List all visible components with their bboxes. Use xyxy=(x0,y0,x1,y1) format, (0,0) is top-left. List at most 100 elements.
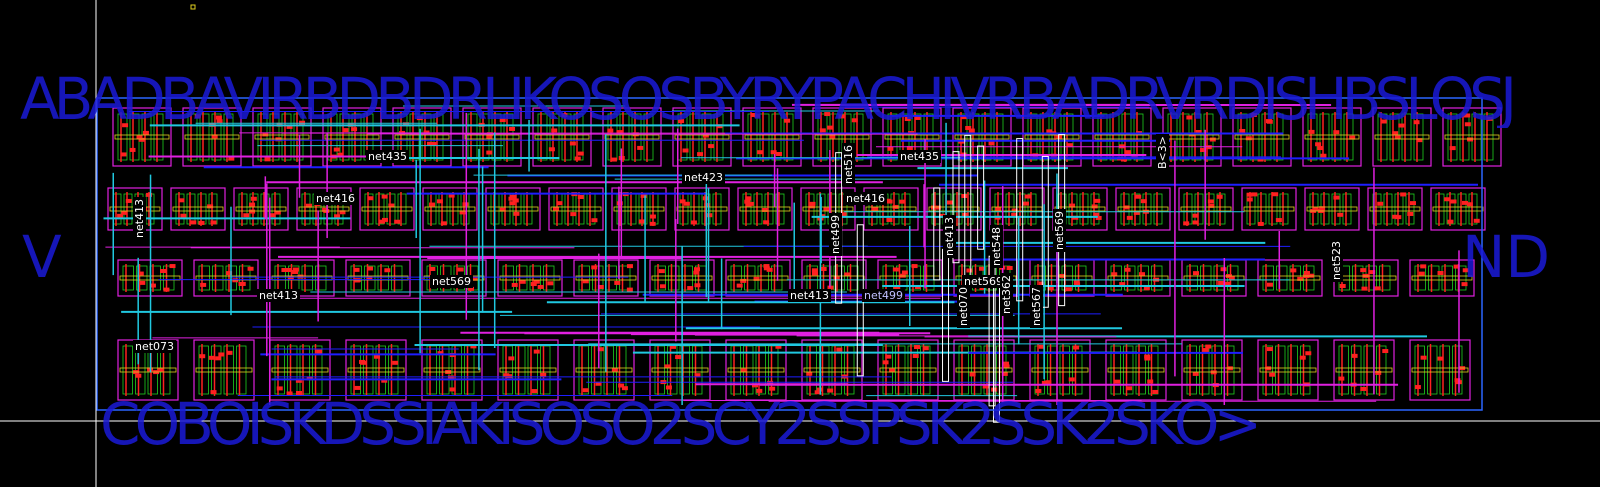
contact xyxy=(665,385,672,390)
contact xyxy=(1420,264,1427,269)
cell-outline xyxy=(1092,107,1152,167)
net-label-net435[interactable]: net435 xyxy=(366,150,410,163)
diffusion-rect xyxy=(271,193,281,225)
std-cell xyxy=(1105,259,1171,297)
contact xyxy=(687,286,694,291)
contact xyxy=(1447,219,1454,224)
contact xyxy=(117,213,124,218)
cell-outline xyxy=(877,339,939,401)
contact xyxy=(1319,206,1326,211)
contact xyxy=(1360,386,1367,391)
contact xyxy=(1246,192,1253,197)
cell-outline xyxy=(953,339,1015,401)
diffusion-rect xyxy=(1133,113,1144,161)
cell-outline xyxy=(497,339,559,401)
net-label-net548[interactable]: net548 xyxy=(990,224,1003,268)
contact xyxy=(137,271,144,276)
implant-rect xyxy=(865,206,917,212)
net-label-b3[interactable]: B<3> xyxy=(1156,134,1169,171)
contact xyxy=(511,282,518,287)
contact xyxy=(591,265,598,270)
diffusion-rect xyxy=(1191,113,1202,161)
contact xyxy=(429,266,436,271)
net-label-net413[interactable]: net413 xyxy=(133,196,146,240)
net-label-net413[interactable]: net413 xyxy=(943,214,956,258)
net-label-net435[interactable]: net435 xyxy=(898,150,942,163)
net-label-net569[interactable]: net569 xyxy=(430,275,474,288)
contact xyxy=(553,206,560,211)
diffusion-rect xyxy=(971,345,982,395)
contact xyxy=(509,194,516,199)
diffusion-rect xyxy=(1179,113,1190,161)
cell-outline xyxy=(322,107,382,167)
std-cell xyxy=(877,339,939,401)
contact xyxy=(1245,136,1252,141)
net-label-net423[interactable]: net423 xyxy=(682,171,726,184)
contact xyxy=(1315,142,1322,147)
contact xyxy=(1133,210,1140,215)
net-label-net567[interactable]: net567 xyxy=(1030,284,1043,328)
net-label-net070[interactable]: net070 xyxy=(957,284,970,328)
contact xyxy=(1333,130,1340,135)
contact xyxy=(499,207,506,212)
contact xyxy=(626,264,633,269)
contact xyxy=(1266,282,1273,287)
contact xyxy=(503,373,510,378)
contact xyxy=(1126,215,1133,220)
contact xyxy=(556,201,563,206)
net-label-net416[interactable]: net416 xyxy=(314,192,358,205)
cell-outline xyxy=(1442,107,1502,167)
contact xyxy=(125,198,132,203)
contact xyxy=(1218,281,1225,286)
contact xyxy=(1093,212,1100,217)
net-label-net413[interactable]: net413 xyxy=(257,289,301,302)
diffusion-rect xyxy=(1342,193,1352,225)
contact xyxy=(138,137,145,142)
diffusion-rect xyxy=(689,113,700,161)
diffusion-rect xyxy=(759,113,770,161)
net-label-net569[interactable]: net569 xyxy=(1053,208,1066,252)
contact xyxy=(1228,276,1235,281)
diffusion-rect xyxy=(1376,345,1387,395)
contact xyxy=(809,201,816,206)
contact xyxy=(121,210,128,215)
implant-rect xyxy=(464,134,520,140)
contact xyxy=(904,117,911,122)
net-label-net499[interactable]: net499 xyxy=(829,212,842,256)
diffusion-rect xyxy=(692,345,703,395)
contact xyxy=(264,157,271,162)
contact xyxy=(901,270,908,275)
std-cell xyxy=(345,259,411,297)
net-label-net499[interactable]: net499 xyxy=(862,289,906,302)
implant-rect xyxy=(575,367,633,373)
net-label-net073[interactable]: net073 xyxy=(133,340,177,353)
contact xyxy=(1407,211,1414,216)
implant-rect xyxy=(499,367,557,373)
net-label-net523[interactable]: net523 xyxy=(1330,238,1343,282)
diffusion-rect xyxy=(1405,193,1415,225)
implant-rect xyxy=(1107,367,1165,373)
contact xyxy=(135,373,142,378)
diffusion-rect xyxy=(742,193,752,225)
contact xyxy=(840,212,847,217)
implant-rect xyxy=(487,206,539,212)
contact xyxy=(1303,271,1310,276)
contact xyxy=(1114,379,1121,384)
contact xyxy=(1449,146,1456,151)
diffusion-rect xyxy=(631,113,642,161)
net-label-net569[interactable]: net569 xyxy=(962,275,1006,288)
diffusion-rect xyxy=(844,345,855,395)
net-label-net516[interactable]: net516 xyxy=(842,142,855,186)
contact xyxy=(1003,361,1010,366)
diffusion-rect xyxy=(1428,265,1440,291)
implant-rect xyxy=(1234,134,1290,140)
diffusion-rect xyxy=(223,345,234,395)
net-label-net362[interactable]: net362 xyxy=(1000,272,1013,316)
implant-rect xyxy=(119,367,177,373)
net-label-net416[interactable]: net416 xyxy=(844,192,888,205)
diffusion-rect xyxy=(1414,345,1425,395)
std-cell xyxy=(182,107,242,167)
std-cell xyxy=(421,339,483,401)
net-label-net413[interactable]: net413 xyxy=(788,289,832,302)
contact xyxy=(1011,208,1018,213)
